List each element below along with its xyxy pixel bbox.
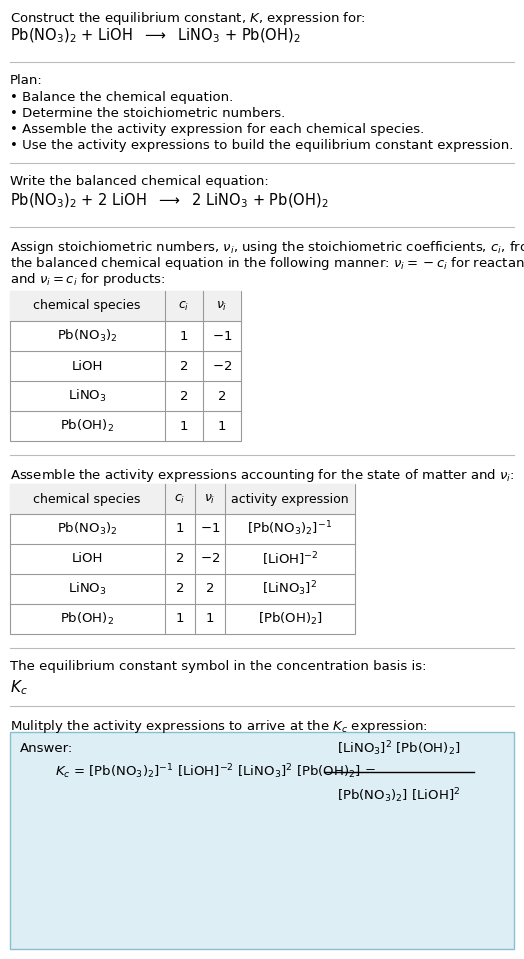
- Text: activity expression: activity expression: [231, 493, 349, 505]
- Text: • Determine the stoichiometric numbers.: • Determine the stoichiometric numbers.: [10, 107, 285, 120]
- Text: $-2$: $-2$: [200, 552, 220, 566]
- Text: Pb(NO$_3$)$_2$ + LiOH  $\longrightarrow$  LiNO$_3$ + Pb(OH)$_2$: Pb(NO$_3$)$_2$ + LiOH $\longrightarrow$ …: [10, 27, 301, 45]
- Text: [LiNO$_3$]$^2$: [LiNO$_3$]$^2$: [263, 579, 318, 598]
- Text: 2: 2: [176, 552, 184, 566]
- Text: LiNO$_3$: LiNO$_3$: [68, 388, 106, 404]
- Text: 2: 2: [180, 389, 188, 403]
- Text: $-1$: $-1$: [212, 330, 232, 342]
- Text: [LiOH]$^{-2}$: [LiOH]$^{-2}$: [261, 550, 318, 568]
- Text: Pb(OH)$_2$: Pb(OH)$_2$: [60, 418, 114, 434]
- Text: chemical species: chemical species: [34, 493, 140, 505]
- Text: 2: 2: [176, 582, 184, 596]
- Text: $-2$: $-2$: [212, 360, 232, 372]
- Text: Assemble the activity expressions accounting for the state of matter and $\nu_i$: Assemble the activity expressions accoun…: [10, 467, 515, 484]
- Text: $\nu_i$: $\nu_i$: [216, 299, 228, 313]
- Text: 2: 2: [180, 360, 188, 372]
- Text: Pb(NO$_3$)$_2$ + 2 LiOH  $\longrightarrow$  2 LiNO$_3$ + Pb(OH)$_2$: Pb(NO$_3$)$_2$ + 2 LiOH $\longrightarrow…: [10, 192, 329, 210]
- Text: Pb(NO$_3$)$_2$: Pb(NO$_3$)$_2$: [57, 521, 117, 537]
- Text: 1: 1: [180, 330, 188, 342]
- Text: Construct the equilibrium constant, $K$, expression for:: Construct the equilibrium constant, $K$,…: [10, 10, 366, 27]
- Text: 1: 1: [176, 613, 184, 625]
- Text: $-1$: $-1$: [200, 523, 220, 535]
- Text: [Pb(NO$_3$)$_2$]$^{-1}$: [Pb(NO$_3$)$_2$]$^{-1}$: [247, 520, 333, 538]
- Text: 1: 1: [180, 419, 188, 433]
- Text: 1: 1: [206, 613, 214, 625]
- Text: Answer:: Answer:: [20, 742, 73, 755]
- Text: $c_i$: $c_i$: [174, 493, 185, 505]
- Text: LiOH: LiOH: [71, 552, 103, 566]
- Text: $K_c$ = [Pb(NO$_3$)$_2$]$^{-1}$ [LiOH]$^{-2}$ [LiNO$_3$]$^2$ [Pb(OH)$_2$] =: $K_c$ = [Pb(NO$_3$)$_2$]$^{-1}$ [LiOH]$^…: [55, 762, 376, 782]
- Text: Plan:: Plan:: [10, 74, 43, 87]
- Bar: [10, 291, 241, 441]
- Text: and $\nu_i = c_i$ for products:: and $\nu_i = c_i$ for products:: [10, 271, 166, 288]
- Text: Write the balanced chemical equation:: Write the balanced chemical equation:: [10, 175, 269, 188]
- Text: LiNO$_3$: LiNO$_3$: [68, 581, 106, 597]
- Text: $\nu_i$: $\nu_i$: [204, 493, 216, 505]
- Text: Pb(OH)$_2$: Pb(OH)$_2$: [60, 611, 114, 627]
- Text: the balanced chemical equation in the following manner: $\nu_i = -c_i$ for react: the balanced chemical equation in the fo…: [10, 255, 524, 272]
- Text: • Assemble the activity expression for each chemical species.: • Assemble the activity expression for e…: [10, 123, 424, 136]
- Text: • Use the activity expressions to build the equilibrium constant expression.: • Use the activity expressions to build …: [10, 139, 514, 152]
- Text: 2: 2: [218, 389, 226, 403]
- Bar: [10, 484, 355, 634]
- Text: Mulitply the activity expressions to arrive at the $K_c$ expression:: Mulitply the activity expressions to arr…: [10, 718, 428, 735]
- Text: chemical species: chemical species: [34, 299, 140, 313]
- Text: The equilibrium constant symbol in the concentration basis is:: The equilibrium constant symbol in the c…: [10, 660, 427, 673]
- Text: • Balance the chemical equation.: • Balance the chemical equation.: [10, 91, 233, 104]
- Text: LiOH: LiOH: [71, 360, 103, 372]
- Text: Pb(NO$_3$)$_2$: Pb(NO$_3$)$_2$: [57, 328, 117, 344]
- Bar: [10, 484, 355, 514]
- Text: $c_i$: $c_i$: [178, 299, 190, 313]
- Text: [Pb(OH)$_2$]: [Pb(OH)$_2$]: [258, 611, 322, 627]
- Text: [Pb(NO$_3$)$_2$] [LiOH]$^2$: [Pb(NO$_3$)$_2$] [LiOH]$^2$: [337, 786, 461, 805]
- Text: 2: 2: [206, 582, 214, 596]
- Bar: [10, 291, 241, 321]
- Text: $K_c$: $K_c$: [10, 678, 28, 696]
- Text: Assign stoichiometric numbers, $\nu_i$, using the stoichiometric coefficients, $: Assign stoichiometric numbers, $\nu_i$, …: [10, 239, 524, 256]
- Text: 1: 1: [176, 523, 184, 535]
- Bar: [10, 732, 514, 949]
- Text: 1: 1: [218, 419, 226, 433]
- Text: [LiNO$_3$]$^2$ [Pb(OH)$_2$]: [LiNO$_3$]$^2$ [Pb(OH)$_2$]: [337, 739, 461, 758]
